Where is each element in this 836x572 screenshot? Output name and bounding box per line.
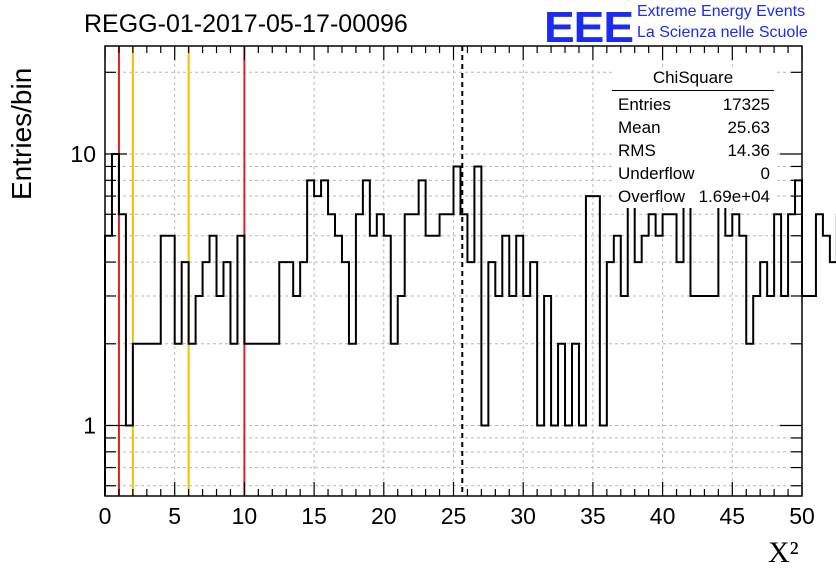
x-tick-label: 20	[371, 503, 397, 529]
stats-row: Mean 25.63	[612, 116, 774, 139]
stats-row: Entries 17325	[612, 93, 774, 116]
stats-value: 14.36	[727, 141, 770, 160]
stats-row: Underflow 0	[612, 162, 774, 185]
chart-title: REGG-01-2017-05-17-00096	[84, 10, 408, 38]
logo-subtitle-1: Extreme Energy Events	[637, 3, 806, 20]
stats-value: 0	[760, 164, 770, 183]
x-tick-label: 0	[99, 503, 112, 529]
x-tick-label: 35	[580, 503, 606, 529]
x-tick-label: 45	[720, 503, 746, 529]
plot-frame	[104, 45, 803, 497]
x-tick-label: 10	[232, 503, 258, 529]
stats-value: 17325	[722, 95, 770, 114]
stats-title: ChiSquare	[612, 68, 774, 91]
y-tick-label: 10	[70, 141, 96, 167]
x-tick-label: 25	[441, 503, 467, 529]
stats-box: ChiSquare Entries 17325 Mean 25.63 RMS 1…	[612, 68, 774, 208]
stats-label: Overflow	[618, 187, 686, 206]
x-tick-label: 5	[168, 503, 181, 529]
x-tick-label: 50	[789, 503, 815, 529]
x-tick-labels: 0 5 10 15 20 25 30 35 40 45 50	[99, 503, 815, 529]
x-tick-label: 15	[301, 503, 327, 529]
stats-row: RMS 14.36	[612, 139, 774, 162]
stats-value: 25.63	[727, 118, 770, 137]
stats-label: Entries	[618, 95, 671, 114]
stats-label: Mean	[618, 118, 661, 137]
eee-logo: EEE	[544, 2, 634, 52]
stats-value: 1.69e+04	[698, 187, 770, 206]
stats-row: Overflow 1.69e+04	[612, 185, 774, 208]
x-tick-label: 30	[510, 503, 536, 529]
stats-label: RMS	[618, 141, 656, 160]
logo-subtitle-2: La Scienza nelle Scuole	[637, 24, 808, 41]
y-tick-labels: 1 10	[70, 141, 96, 438]
x-axis-label: X²	[768, 536, 799, 569]
y-tick-label: 1	[83, 413, 96, 439]
x-tick-label: 40	[650, 503, 676, 529]
axis-ticks	[104, 46, 803, 496]
stats-label: Underflow	[618, 164, 695, 183]
y-axis-label: Entries/bin	[6, 67, 37, 200]
